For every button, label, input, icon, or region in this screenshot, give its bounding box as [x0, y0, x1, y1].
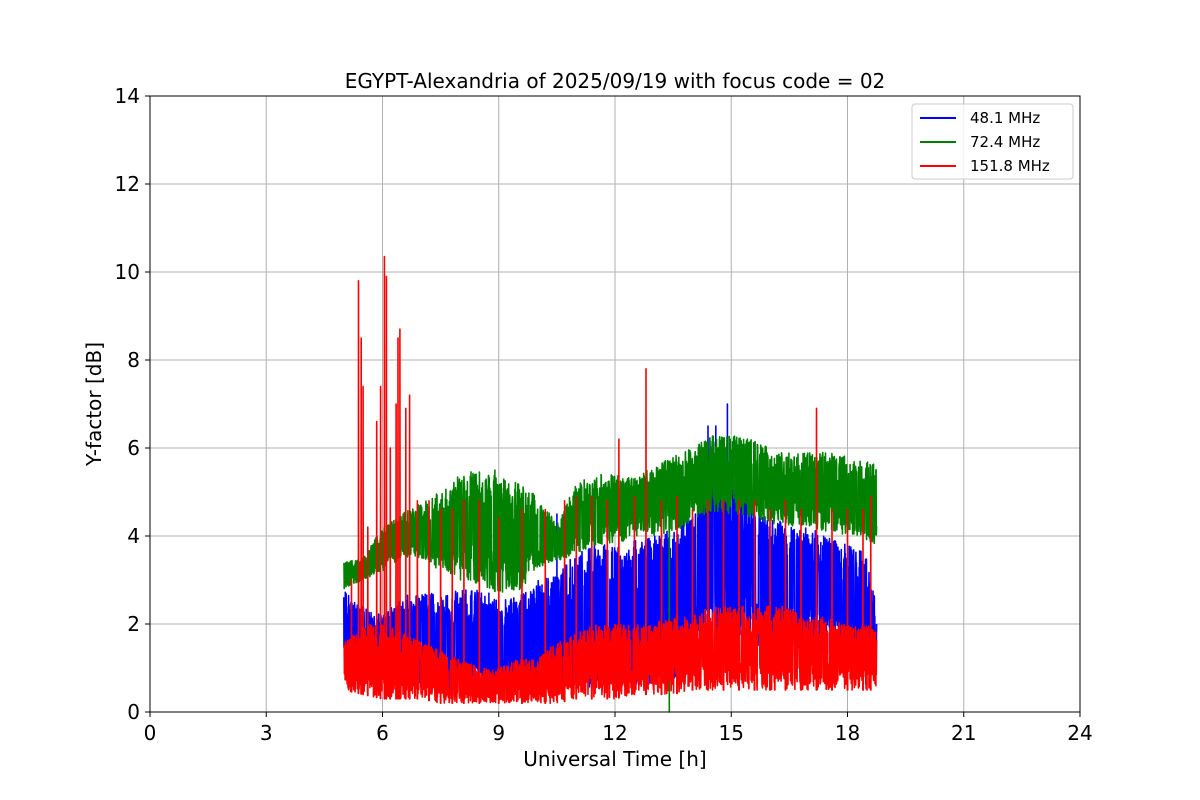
legend-label: 151.8 MHz — [970, 157, 1050, 175]
x-tick-label: 0 — [144, 721, 157, 745]
x-tick-label: 12 — [602, 721, 627, 745]
y-tick-label: 8 — [127, 348, 140, 372]
legend: 48.1 MHz 72.4 MHz 151.8 MHz — [911, 103, 1074, 180]
x-axis-label: Universal Time [h] — [523, 747, 706, 771]
legend-box — [911, 103, 1074, 180]
x-tick-label: 6 — [376, 721, 389, 745]
series-line-1 — [343, 435, 878, 713]
x-tick-label: 9 — [492, 721, 505, 745]
y-tick-label: 4 — [127, 524, 140, 548]
legend-label: 72.4 MHz — [970, 133, 1040, 151]
y-tick-label: 10 — [115, 260, 140, 284]
chart-title: EGYPT-Alexandria of 2025/09/19 with focu… — [345, 69, 886, 93]
x-tick-label: 15 — [719, 721, 744, 745]
y-tick-label: 2 — [127, 612, 140, 636]
x-tick-label: 24 — [1067, 721, 1092, 745]
y-axis-label: Y-factor [dB] — [82, 342, 106, 467]
y-tick-label: 0 — [127, 700, 140, 724]
y-tick-label: 12 — [115, 172, 140, 196]
y-tick-label: 14 — [115, 84, 140, 108]
x-tick-label: 21 — [951, 721, 976, 745]
legend-label: 48.1 MHz — [970, 109, 1040, 127]
series-line-2 — [343, 255, 878, 704]
x-tick-label: 18 — [835, 721, 860, 745]
x-tick-label: 3 — [260, 721, 273, 745]
y-tick-label: 6 — [127, 436, 140, 460]
series-layer — [343, 255, 878, 713]
